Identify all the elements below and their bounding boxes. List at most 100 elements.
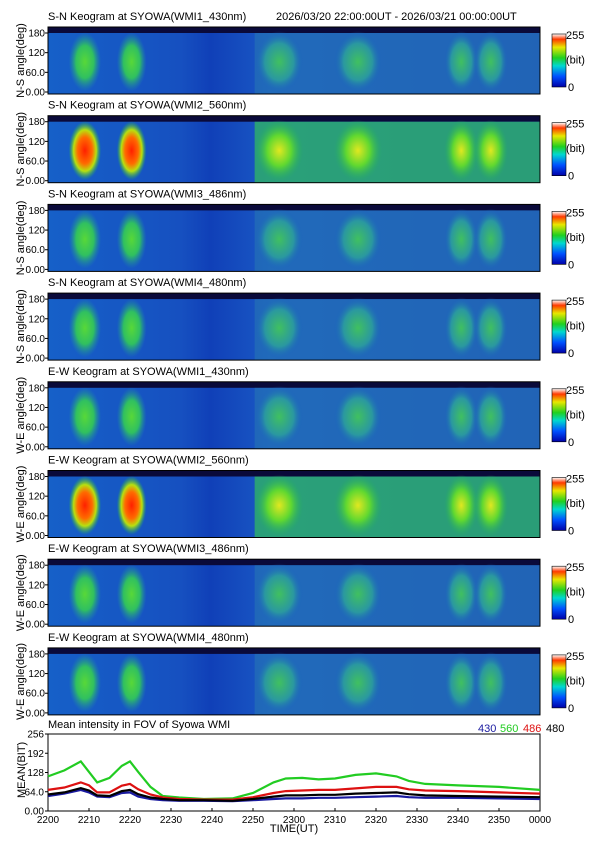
aurora-patch	[333, 563, 383, 625]
y-tick-label: 120	[28, 403, 45, 414]
keogram-ylabel: N-S angle(deg)	[15, 289, 27, 364]
x-tick-label: 2310	[324, 815, 347, 826]
colorbar-max: 255	[566, 474, 584, 486]
aurora-patch	[68, 32, 102, 92]
colorbar-max: 255	[566, 119, 584, 131]
x-tick-label: 2220	[119, 815, 142, 826]
colorbar	[551, 654, 567, 709]
y-tick-label: 180	[28, 561, 45, 572]
keogram-frame	[47, 292, 541, 361]
aurora-patch	[68, 653, 102, 713]
x-tick-label: 2240	[201, 815, 224, 826]
aurora-patch	[116, 121, 147, 181]
y-tick-label: 0.00	[26, 88, 46, 99]
keogram-title: E-W Keogram at SYOWA(WMI2_560nm)	[48, 455, 249, 467]
keogram-panel: E-W Keogram at SYOWA(WMI4_480nm)180 120 60…	[15, 632, 585, 720]
keogram-ylabel: W-E angle(deg)	[15, 377, 27, 454]
x-tick-label: 2230	[160, 815, 183, 826]
colorbar-min: 0	[568, 614, 574, 626]
colorbar-max: 255	[566, 651, 584, 663]
y-tick-label: 0.00	[26, 354, 46, 365]
y-tick-label: 0.00	[26, 620, 46, 631]
aurora-patch	[68, 298, 102, 358]
aurora-patch	[255, 563, 304, 625]
colorbar-unit: (bit)	[566, 143, 585, 155]
colorbar-min: 0	[568, 526, 574, 538]
keogram-title: S-N Keogram at SYOWA(WMI4_480nm)	[48, 277, 246, 289]
keogram-ylabel: N-S angle(deg)	[15, 112, 27, 187]
colorbar	[551, 565, 567, 620]
aurora-patch	[444, 31, 479, 93]
aurora-patch	[116, 298, 147, 358]
x-tick-label: 0000	[529, 815, 552, 826]
keogram-frame	[47, 558, 541, 627]
aurora-patch	[116, 475, 147, 535]
y-tick-label: 0.00	[26, 176, 46, 187]
aurora-patch	[116, 653, 147, 713]
y-tick-label: 64.0	[25, 787, 45, 798]
keogram-title: S-N Keogram at SYOWA(WMI3_486nm)	[48, 188, 246, 200]
legend-560: 560	[500, 723, 518, 735]
colorbar	[551, 33, 567, 88]
y-tick-label: 0.00	[26, 708, 46, 719]
keogram-top-band	[48, 381, 540, 388]
legend-486: 486	[523, 723, 541, 735]
y-tick-label: 0.00	[25, 807, 45, 818]
y-tick-label: 0.00	[26, 531, 46, 542]
aurora-patch	[333, 208, 383, 271]
y-tick-label: 180	[28, 472, 45, 483]
aurora-patch	[255, 297, 304, 359]
aurora-patch	[116, 387, 147, 447]
colorbar-min: 0	[568, 259, 574, 271]
y-tick-label: 180	[28, 649, 45, 660]
colorbar-max: 255	[566, 296, 584, 308]
aurora-patch	[255, 651, 304, 714]
keogram-title: S-N Keogram at SYOWA(WMI1_430nm)	[48, 11, 246, 23]
aurora-patch	[333, 474, 383, 537]
aurora-patch	[333, 297, 383, 359]
aurora-patch	[68, 564, 102, 624]
aurora-patch	[116, 209, 147, 269]
y-tick-label: 60.0	[26, 68, 46, 79]
colorbar-unit: (bit)	[566, 321, 585, 333]
x-tick-label: 2250	[242, 815, 265, 826]
keogram-panel: S-N Keogram at SYOWA(WMI3_486nm)180 120 60…	[15, 188, 585, 276]
aurora-patch	[473, 297, 509, 359]
aurora-patch	[473, 651, 509, 714]
keogram-top-band	[48, 115, 540, 122]
keogram-frame	[47, 470, 541, 538]
keogram-frame	[47, 26, 541, 95]
keogram-frame	[47, 381, 541, 450]
colorbar	[551, 477, 567, 531]
aurora-patch	[68, 121, 102, 181]
aurora-patch	[333, 119, 383, 182]
aurora-patch	[444, 119, 479, 182]
colorbar-max: 255	[566, 30, 584, 42]
keogram-title: E-W Keogram at SYOWA(WMI3_486nm)	[48, 543, 249, 555]
y-tick-label: 60.0	[26, 689, 46, 700]
y-tick-label: 180	[28, 383, 45, 394]
y-tick-label: 128	[27, 768, 44, 779]
colorbar	[551, 299, 567, 354]
keogram-panel: S-N Keogram at SYOWA(WMI1_430nm)180 120 60…	[15, 11, 585, 99]
aurora-patch	[68, 475, 102, 535]
aurora-patch	[333, 385, 383, 448]
colorbar-unit: (bit)	[566, 498, 585, 510]
keogram-top-band	[48, 470, 540, 477]
colorbar-unit: (bit)	[566, 587, 585, 599]
colorbar	[551, 122, 567, 176]
aurora-patch	[116, 32, 147, 92]
colorbar-min: 0	[568, 437, 574, 449]
keogram-ylabel: W-E angle(deg)	[15, 466, 27, 543]
aurora-patch	[255, 385, 304, 448]
aurora-patch	[473, 385, 509, 448]
aurora-patch	[68, 209, 102, 269]
colorbar-min: 0	[568, 703, 574, 715]
keogram-title: E-W Keogram at SYOWA(WMI4_480nm)	[48, 632, 249, 644]
aurora-patch	[255, 208, 304, 271]
y-tick-label: 256	[27, 730, 44, 741]
time-range-label: 2026/03/20 22:00:00UT - 2026/03/21 00:00…	[276, 11, 517, 23]
keogram-frame	[47, 647, 541, 716]
colorbar-unit: (bit)	[566, 675, 585, 687]
